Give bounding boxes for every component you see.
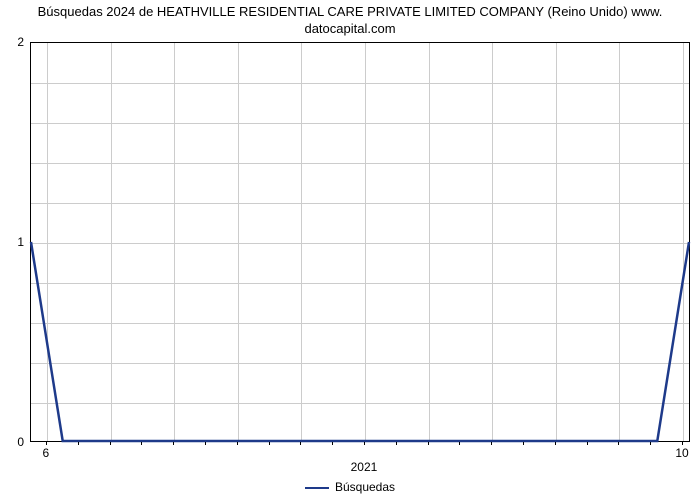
legend-line-icon <box>305 487 329 489</box>
title-line1: Búsquedas 2024 de HEATHVILLE RESIDENTIAL… <box>38 4 663 19</box>
title-line2: datocapital.com <box>304 21 395 36</box>
legend: Búsquedas <box>0 480 700 494</box>
plot-area <box>30 42 690 442</box>
chart-title: Búsquedas 2024 de HEATHVILLE RESIDENTIAL… <box>0 4 700 38</box>
chart-container: Búsquedas 2024 de HEATHVILLE RESIDENTIAL… <box>0 0 700 500</box>
legend-label: Búsquedas <box>335 480 395 494</box>
data-line <box>31 43 689 441</box>
